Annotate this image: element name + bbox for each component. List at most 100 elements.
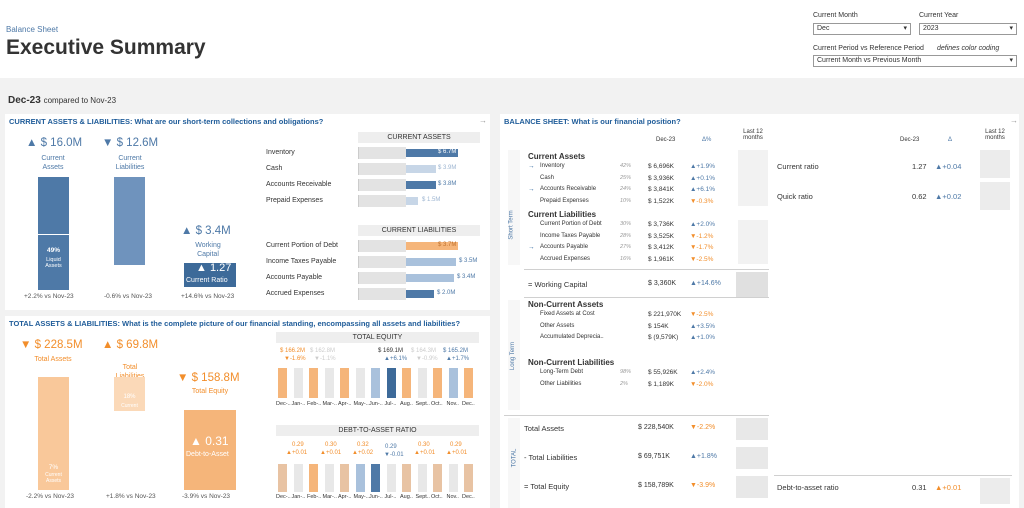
bs-cl-delta-1: ▼-1.2% bbox=[690, 232, 714, 240]
dta-tick-10: Oct.. bbox=[431, 494, 443, 500]
bs-wc-spark bbox=[736, 272, 768, 298]
bs-total-value-1: $ 69,751K bbox=[638, 453, 670, 460]
dta-delta-4: ▲+0.01 bbox=[414, 450, 436, 456]
dta-bar-0 bbox=[278, 464, 287, 492]
total-equity-foot: -3.9% vs Nov-23 bbox=[182, 493, 231, 500]
dta-tick-7: Jul-.. bbox=[384, 494, 397, 500]
total-assets-bar bbox=[38, 377, 69, 490]
eq-bar-9 bbox=[417, 368, 427, 398]
bs-nca-name-2: Accumulated Deprecia.. bbox=[540, 334, 604, 340]
dta-delta-2: ▲+0.02 bbox=[352, 450, 374, 456]
short-term-band bbox=[508, 150, 520, 265]
bs-ca-spark bbox=[738, 150, 768, 206]
dta-bar-8 bbox=[402, 464, 411, 492]
expand-icon[interactable]: → bbox=[479, 116, 487, 125]
bs-ca-value-2: $ 3,841K bbox=[648, 186, 675, 193]
bs-wc-name: = Working Capital bbox=[528, 280, 588, 289]
ratio-value-2: 0.31 bbox=[912, 483, 927, 492]
bs-ca-arrow-icon-0: → bbox=[528, 163, 535, 170]
period-select[interactable]: Current Month vs Previous Month bbox=[813, 55, 1017, 67]
year-label: Current Year bbox=[919, 12, 959, 19]
bs-ncl-delta-1: ▼-2.0% bbox=[690, 380, 714, 388]
dta-tick-11: Nov.. bbox=[446, 494, 459, 500]
dta-ratio-value: ▲ 0.31 bbox=[190, 434, 229, 448]
dta-bar-10 bbox=[433, 464, 442, 492]
month-select[interactable]: Dec bbox=[813, 23, 911, 35]
bs-ca-delta-3: ▼-0.3% bbox=[690, 197, 714, 205]
bs-cl-delta-0: ▲+2.0% bbox=[690, 221, 716, 228]
bs-col-date2: Dec-23 bbox=[900, 137, 920, 143]
bs-ca-delta-2: ▲+6.1% bbox=[690, 186, 716, 193]
bs-cl-title: Current Liabilities bbox=[528, 210, 597, 219]
bs-ncl-name-0: Long-Term Debt bbox=[540, 369, 584, 375]
dta-tick-9: Sept.. bbox=[415, 494, 430, 500]
cl-val-0: $ 3.7M bbox=[438, 242, 457, 248]
eq-tick-11: Nov.. bbox=[446, 401, 459, 407]
bs-nca-title: Non-Current Assets bbox=[528, 300, 604, 309]
bs-cl-name-2: Accounts Payable bbox=[540, 244, 589, 250]
dta-bar-6 bbox=[371, 464, 380, 492]
bs-ca-pct-2: 24% bbox=[620, 186, 632, 192]
eq-tick-6: Jun-.. bbox=[369, 401, 383, 407]
bs-ncl-delta-0: ▲+2.4% bbox=[690, 369, 716, 376]
dta-bar-11 bbox=[448, 464, 458, 492]
eq-delta-4: ▲+1.7% bbox=[446, 356, 470, 362]
total-assets-value: ▼ $ 228.5M bbox=[20, 339, 83, 351]
cl-label-0: Current Portion of Debt bbox=[266, 242, 338, 249]
bs-ca-value-1: $ 3,936K bbox=[648, 174, 675, 182]
dta-bar-7 bbox=[386, 464, 396, 492]
ca-spark-2 bbox=[358, 179, 406, 191]
dta-month-axis: Dec-.. Jan-.. Feb-.. Mar-.. Apr-.. May-.. Jun-… bbox=[276, 494, 479, 502]
bs-total-name-2: = Total Equity bbox=[524, 482, 570, 491]
eq-tick-3: Mar-.. bbox=[322, 401, 337, 407]
ratio-spark-2 bbox=[980, 478, 1010, 504]
ca-label-2: Accounts Receivable bbox=[266, 181, 332, 188]
ca-bar-3 bbox=[406, 197, 418, 205]
bs-total-value-0: $ 228,540K bbox=[638, 424, 674, 431]
short-term-label: Short Term bbox=[508, 210, 515, 240]
bs-nca-value-1: $ 154K bbox=[648, 322, 669, 330]
dta-delta-5: ▲+0.01 bbox=[446, 450, 468, 456]
ta-pct-sub: Current Assets bbox=[45, 472, 62, 484]
current-ratio-label: Current Ratio bbox=[186, 277, 228, 284]
eq-bar-12 bbox=[464, 368, 473, 398]
dta-tick-4: Apr-.. bbox=[338, 494, 352, 500]
wc-value: ▲ $ 3.4M bbox=[181, 225, 231, 237]
eq-label-1: $ 162.8M bbox=[310, 348, 336, 354]
period-label: Current Period vs Reference Period bbox=[813, 45, 924, 52]
bs-expand-icon[interactable]: → bbox=[1010, 116, 1018, 125]
dta-tick-2: Feb-.. bbox=[307, 494, 322, 500]
total-assets-foot: -2.2% vs Nov-23 bbox=[26, 493, 75, 500]
long-term-label: Long Term bbox=[510, 341, 517, 371]
ca-chart-header: CURRENT ASSETS bbox=[358, 132, 480, 143]
current-liab-foot: -0.6% vs Nov-23 bbox=[104, 293, 153, 300]
dta-bar-12 bbox=[464, 464, 473, 492]
total-liab-foot: +1.8% vs Nov-23 bbox=[106, 493, 156, 500]
cl-spark-1 bbox=[358, 256, 406, 268]
dta-label-0: 0.29 bbox=[292, 442, 304, 448]
bs-total-delta-0: ▼-2.2% bbox=[690, 424, 716, 431]
ca-bar-0 bbox=[406, 149, 458, 157]
eq-label-0: $ 166.2M bbox=[280, 348, 306, 354]
ca-spark-0 bbox=[358, 147, 406, 159]
breadcrumb[interactable]: Balance Sheet bbox=[6, 25, 59, 34]
dta-ratio-label: Debt-to-Asset bbox=[186, 451, 229, 458]
bs-cl-delta-3: ▼-2.5% bbox=[690, 255, 714, 263]
cl-label-2: Accounts Payable bbox=[266, 274, 323, 281]
bs-ncl-value-1: $ 1,189K bbox=[648, 380, 675, 388]
total-equity-bar bbox=[184, 410, 236, 490]
eq-label-4: $ 165.2M bbox=[443, 348, 469, 354]
bs-total-name-0: Total Assets bbox=[524, 424, 565, 433]
eq-bar-3 bbox=[324, 368, 334, 398]
current-liab-value: ▼ $ 12.6M bbox=[102, 137, 159, 149]
current-liab-bar bbox=[114, 177, 145, 265]
ratio-name-1: Quick ratio bbox=[777, 192, 813, 201]
total-section-title: TOTAL ASSETS & LIABILITIES: What is the … bbox=[9, 319, 461, 328]
cl-chart-header: CURRENT LIABILITIES bbox=[358, 225, 480, 236]
eq-delta-0: ▼-1.6% bbox=[284, 356, 306, 362]
year-select[interactable]: 2023 bbox=[919, 23, 1017, 35]
bs-ncl-pct-0: 98% bbox=[620, 369, 632, 375]
compared-text: compared to Nov-23 bbox=[43, 96, 117, 105]
current-assets-bar bbox=[38, 177, 69, 290]
bs-ca-name-2: Accounts Receivable bbox=[540, 186, 597, 192]
